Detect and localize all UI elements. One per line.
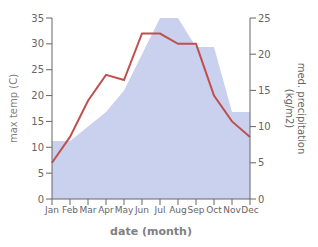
svg-text:Nov: Nov bbox=[223, 205, 241, 215]
svg-text:15: 15 bbox=[31, 116, 44, 127]
svg-text:Dec: Dec bbox=[241, 205, 258, 215]
svg-text:10: 10 bbox=[31, 142, 44, 153]
svg-text:Jan: Jan bbox=[44, 205, 59, 215]
svg-text:25: 25 bbox=[258, 13, 271, 24]
svg-text:max temp (C): max temp (C) bbox=[8, 74, 19, 143]
svg-text:20: 20 bbox=[31, 90, 44, 101]
svg-text:date (month): date (month) bbox=[110, 225, 192, 238]
svg-text:Sep: Sep bbox=[188, 205, 205, 215]
svg-text:0: 0 bbox=[38, 194, 44, 205]
svg-text:Aug: Aug bbox=[169, 205, 187, 215]
svg-text:25: 25 bbox=[31, 64, 44, 75]
svg-text:30: 30 bbox=[31, 38, 44, 49]
svg-text:med. precipitation(kg/m2): med. precipitation(kg/m2) bbox=[284, 63, 307, 155]
svg-text:Mar: Mar bbox=[80, 205, 97, 215]
svg-text:15: 15 bbox=[258, 85, 271, 96]
svg-text:5: 5 bbox=[38, 168, 44, 179]
svg-text:Oct: Oct bbox=[206, 205, 222, 215]
svg-text:10: 10 bbox=[258, 121, 271, 132]
svg-text:5: 5 bbox=[258, 157, 264, 168]
svg-text:Feb: Feb bbox=[62, 205, 78, 215]
svg-text:Jun: Jun bbox=[134, 205, 149, 215]
svg-text:Apr: Apr bbox=[98, 205, 114, 215]
svg-text:20: 20 bbox=[258, 49, 271, 60]
svg-text:Jul: Jul bbox=[154, 205, 166, 215]
svg-text:May: May bbox=[115, 205, 134, 215]
svg-text:0: 0 bbox=[258, 194, 264, 205]
svg-text:35: 35 bbox=[31, 13, 44, 24]
